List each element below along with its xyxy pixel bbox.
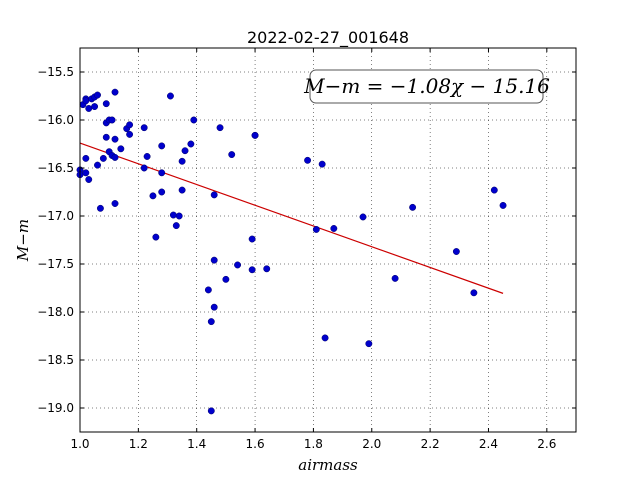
fit-equation: M−m = −1.08χ − 15.16 [303, 74, 550, 98]
data-point [210, 303, 218, 311]
data-point [82, 154, 90, 162]
x-tick-label: 2.4 [479, 437, 498, 451]
x-tick-label: 2.0 [362, 437, 381, 451]
data-point [94, 91, 101, 99]
data-point [210, 191, 218, 199]
data-point [172, 222, 180, 230]
data-point [251, 131, 259, 139]
data-point [204, 286, 212, 294]
data-point [158, 169, 166, 177]
data-point [140, 164, 148, 172]
data-point [111, 200, 119, 207]
fit-layer [79, 142, 504, 294]
data-point [409, 203, 417, 211]
x-tick-label: 1.0 [70, 437, 89, 451]
data-point [391, 274, 399, 282]
x-axis-label: airmass [298, 456, 358, 474]
data-point [190, 116, 198, 124]
data-point [178, 157, 186, 165]
data-point [117, 145, 125, 153]
data-point [312, 225, 320, 233]
x-tick-label: 1.4 [187, 437, 206, 451]
data-point [152, 233, 160, 241]
x-tick-label: 1.2 [129, 437, 148, 451]
plot-frame [79, 47, 577, 433]
data-point [470, 289, 478, 297]
y-tick-label: −17.0 [37, 209, 74, 223]
data-point [321, 334, 329, 342]
chart-title: 2022-02-27_001648 [247, 28, 409, 48]
data-point [169, 211, 177, 219]
data-point [234, 261, 242, 269]
data-point [181, 147, 189, 155]
y-tick-label: −16.0 [37, 113, 74, 127]
data-point [158, 142, 166, 150]
data-point [178, 186, 186, 194]
y-tick-label: −16.5 [37, 161, 74, 175]
data-point [365, 340, 373, 348]
data-point [102, 133, 110, 141]
y-tick-label: −17.5 [37, 257, 74, 271]
x-tick-label: 1.6 [246, 437, 265, 451]
data-point [102, 100, 110, 108]
data-point [85, 176, 93, 183]
data-point [126, 130, 134, 138]
data-point [210, 256, 218, 264]
data-point [140, 124, 148, 132]
y-tick-label: −18.0 [37, 305, 74, 319]
data-point [96, 204, 104, 212]
x-tick-label: 2.2 [421, 437, 440, 451]
data-point [158, 188, 166, 196]
data-point [263, 265, 271, 273]
data-point [318, 160, 326, 168]
data-point [94, 161, 101, 169]
data-point [143, 153, 151, 160]
data-point [248, 235, 256, 243]
data-point [99, 154, 107, 162]
data-point [490, 186, 498, 194]
fit-equation-box: M−m = −1.08χ − 15.16 [303, 69, 550, 104]
data-point [452, 248, 460, 255]
data-point [85, 105, 93, 112]
data-point [166, 92, 174, 100]
data-point [207, 407, 215, 415]
data-point [82, 97, 90, 105]
data-point [187, 140, 195, 148]
x-tick-label: 2.6 [537, 437, 556, 451]
data-point [108, 116, 116, 124]
x-tick-label: 1.8 [304, 437, 323, 451]
data-point [82, 169, 90, 177]
data-point [330, 225, 338, 232]
scatter-points [76, 88, 507, 415]
fit-line [79, 142, 504, 294]
y-tick-label: −19.0 [37, 401, 74, 415]
data-point [111, 135, 119, 143]
y-axis-label: M−m [14, 219, 32, 262]
data-point [304, 156, 312, 164]
axis-ticks: 1.0 1.2 1.4 1.6 1.8 2.0 2.2 2.4 2.6 −15.5 −16.0 −16… [37, 48, 576, 451]
data-point [111, 153, 119, 161]
y-tick-label: −15.5 [37, 65, 74, 79]
data-point [359, 213, 367, 221]
data-point [111, 88, 119, 96]
data-point [222, 275, 230, 283]
data-point [91, 103, 99, 111]
data-point [126, 121, 134, 129]
data-point [149, 192, 157, 200]
data-point [248, 266, 256, 274]
data-point [175, 212, 183, 220]
y-tick-label: −18.5 [37, 353, 74, 367]
data-point [216, 124, 224, 132]
data-point [228, 151, 236, 159]
data-point [207, 318, 215, 326]
data-point [499, 201, 507, 209]
